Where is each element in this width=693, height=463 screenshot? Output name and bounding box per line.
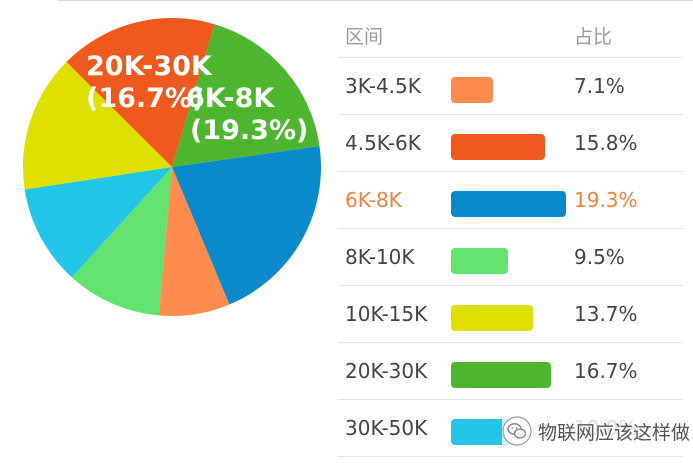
- table-row: 8K-10K 9.5%: [338, 228, 683, 286]
- pie-label-6k-8k-range: 6K-8K: [186, 83, 275, 114]
- pie-slice-20k-30k: [172, 24, 320, 168]
- table-row: 10K-15K 13.7%: [338, 285, 683, 343]
- table-row: 6K-8K 19.3%: [338, 171, 683, 229]
- watermark-text: 物联网应该这样做: [538, 421, 691, 444]
- row-bar: [451, 191, 566, 217]
- watermark: 物联网应该这样做: [502, 415, 691, 447]
- header-pct: 占比: [574, 26, 613, 48]
- row-bar: [451, 77, 493, 103]
- row-pct: 16.7%: [574, 359, 638, 383]
- pie-slice-3k-4.5k: [158, 167, 230, 316]
- row-pct: 15.8%: [574, 131, 638, 155]
- pie-chart: 20K-30K (16.7%) 6K-8K (19.3%): [0, 0, 330, 463]
- table-row: 4.5K-6K 15.8%: [338, 114, 683, 172]
- row-pct: 9.5%: [574, 245, 625, 269]
- pie-label-6k-8k-pct: (19.3%): [190, 115, 309, 146]
- legend-table: 区间 占比 3K-4.5K 7.1% 4.5K-6K 15.8% 6K-8K 19.3% 8…: [338, 0, 683, 463]
- row-bar: [451, 419, 511, 445]
- header-range: 区间: [345, 26, 384, 48]
- table-row: 3K-4.5K 7.1%: [338, 57, 683, 115]
- pie-label-20k-30k-range: 20K-30K: [86, 51, 212, 82]
- row-range: 30K-50K: [345, 416, 428, 440]
- table-bottom-border: [338, 456, 683, 457]
- pie-label-20k-30k-pct: (16.7%): [86, 83, 205, 114]
- row-range: 6K-8K: [345, 188, 402, 212]
- row-pct: 7.1%: [574, 74, 625, 98]
- pie-slice-30k-50k: [24, 167, 173, 278]
- row-bar: [451, 248, 508, 274]
- pie-slice-4.5k-6k: [66, 18, 215, 168]
- row-bar: [451, 305, 533, 331]
- row-range: 20K-30K: [345, 359, 428, 383]
- row-bar: [451, 362, 551, 388]
- row-pct: 13.7%: [574, 302, 638, 326]
- table-row: 20K-30K 16.7%: [338, 342, 683, 400]
- row-bar: [451, 134, 545, 160]
- pie-svg: [23, 18, 321, 316]
- pie-slice-6k-8k: [172, 146, 321, 305]
- pie-slice-8k-10k: [71, 167, 172, 316]
- wechat-icon: [502, 416, 532, 446]
- row-range: 3K-4.5K: [345, 74, 421, 98]
- row-range: 8K-10K: [345, 245, 415, 269]
- row-pct: 19.3%: [574, 188, 638, 212]
- row-range: 10K-15K: [345, 302, 428, 326]
- top-border: [58, 0, 693, 5]
- row-range: 4.5K-6K: [345, 131, 421, 155]
- pie-slice-10k-15k: [23, 61, 172, 190]
